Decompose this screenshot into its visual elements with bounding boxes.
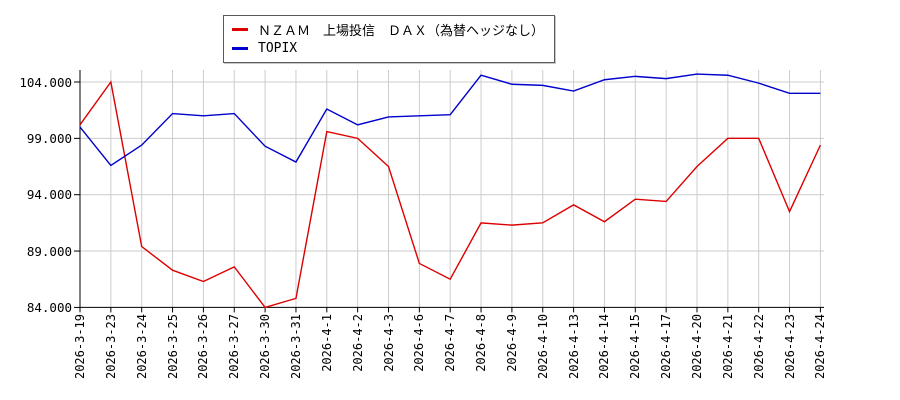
x-tick-label: 2026-3-26 — [196, 314, 211, 380]
legend-item-topix: TOPIX — [232, 39, 544, 58]
x-tick-label: 2026-4-9 — [504, 314, 519, 372]
legend-label-topix: TOPIX — [258, 41, 298, 56]
x-tick-label: 2026-4-7 — [443, 314, 458, 372]
topix-line — [79, 73, 821, 167]
legend-item-nzam-dax: ＮＺＡＭ 上場投信 ＤＡＸ（為替ヘッジなし） — [232, 20, 544, 39]
x-tick-label: 2026-4-14 — [597, 314, 612, 380]
blue-line-swatch — [232, 47, 248, 50]
x-tick-label: 2026-4-17 — [659, 314, 674, 380]
x-tick-label: 2026-3-23 — [103, 314, 118, 380]
x-tick-label: 2026-4-21 — [720, 314, 735, 380]
y-tick-label: 99.000 — [26, 130, 72, 146]
y-tick-label: 104.000 — [19, 74, 72, 90]
x-tick-label: 2026-4-20 — [690, 314, 704, 380]
nzam-dax-line — [79, 80, 822, 309]
x-tick-label: 2026-4-10 — [535, 314, 550, 380]
x-tick-label: 2026-3-27 — [227, 314, 242, 380]
y-tick-label: 84.000 — [26, 299, 72, 315]
x-tick-label: 2026-4-23 — [782, 314, 797, 380]
x-tick-label: 2026-4-1 — [319, 314, 334, 372]
red-line-swatch — [232, 28, 248, 31]
x-tick-label: 2026-4-3 — [381, 314, 396, 372]
x-tick-label: 2026-3-19 — [73, 314, 87, 380]
x-tick-label: 2026-3-31 — [288, 314, 303, 380]
x-tick-label: 2026-4-8 — [474, 314, 489, 372]
x-tick-label: 2026-4-6 — [412, 314, 427, 372]
x-tick-label: 2026-4-13 — [566, 314, 581, 380]
x-tick-label: 2026-4-22 — [751, 314, 766, 380]
x-tick-label: 2026-4-24 — [813, 314, 828, 380]
x-tick-label: 2026-3-30 — [258, 314, 273, 380]
x-tick-label: 2026-4-2 — [350, 314, 365, 372]
legend-label-nzam-dax: ＮＺＡＭ 上場投信 ＤＡＸ（為替ヘッジなし） — [258, 24, 545, 39]
x-tick-label: 2026-3-24 — [134, 314, 149, 380]
legend-box: ＮＺＡＭ 上場投信 ＤＡＸ（為替ヘッジなし） TOPIX — [223, 15, 556, 63]
x-tick-label: 2026-3-25 — [165, 314, 180, 380]
x-tick-label: 2026-4-15 — [628, 314, 643, 380]
y-tick-label: 94.000 — [26, 187, 72, 203]
y-tick-label: 89.000 — [26, 243, 72, 259]
